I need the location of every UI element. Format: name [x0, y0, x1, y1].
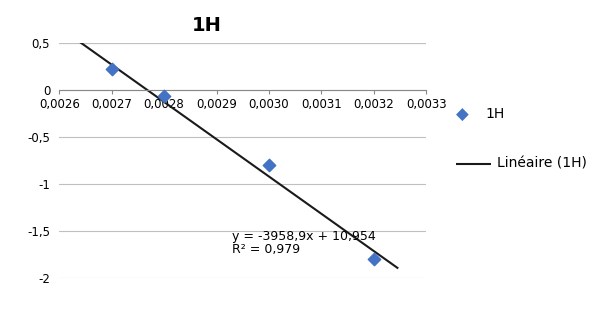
- 1H: [159, 94, 169, 99]
- 1H: [264, 162, 274, 167]
- 1H: [369, 256, 378, 262]
- Text: 1H: 1H: [192, 16, 222, 35]
- 1H: [107, 66, 117, 72]
- Text: 1H: 1H: [485, 108, 505, 121]
- Text: R² = 0,979: R² = 0,979: [232, 243, 300, 255]
- Text: y = -3958,9x + 10,954: y = -3958,9x + 10,954: [232, 230, 376, 243]
- Text: Linéaire (1H): Linéaire (1H): [497, 157, 587, 170]
- Text: ◆: ◆: [456, 105, 469, 124]
